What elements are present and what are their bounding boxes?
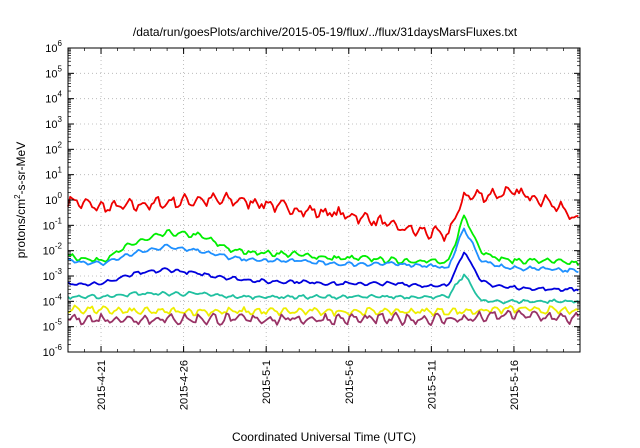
y-tick-label: 105 bbox=[45, 64, 62, 80]
series-line bbox=[67, 214, 580, 267]
x-tick-label: 2015-5-11 bbox=[426, 360, 438, 409]
y-axis-label-prefix: protons/cm bbox=[14, 199, 28, 258]
y-axis-label-suffix: -s-sr-MeV bbox=[14, 142, 28, 195]
x-tick-label: 2015-5-1 bbox=[261, 360, 273, 404]
y-axis-label: protons/cm2-s-sr-MeV bbox=[13, 142, 28, 258]
svg-text:protons/cm2-s-sr-MeV: protons/cm2-s-sr-MeV bbox=[13, 142, 28, 258]
series-line bbox=[67, 309, 580, 326]
y-tick-label: 10-5 bbox=[43, 318, 63, 334]
y-tick-label: 104 bbox=[45, 90, 62, 106]
series-line bbox=[67, 186, 579, 242]
ticks: 106 105 104 103 102 101 100 10-1 10-2 10-3 10-4 10-… bbox=[43, 39, 581, 410]
y-tick-label: 103 bbox=[45, 115, 62, 131]
y-tick-label: 106 bbox=[45, 39, 62, 55]
y-tick-label: 10-6 bbox=[43, 343, 63, 359]
y-tick-label: 100 bbox=[45, 191, 62, 207]
x-tick-label: 2015-4-26 bbox=[179, 360, 191, 410]
grid bbox=[68, 48, 580, 352]
chart-title: /data/run/goesPlots/archive/2015-05-19/f… bbox=[133, 25, 518, 39]
y-tick-label: 102 bbox=[45, 140, 62, 156]
x-tick-label: 2015-5-6 bbox=[344, 360, 356, 404]
y-tick-label: 10-3 bbox=[43, 267, 63, 283]
y-tick-label: 10-4 bbox=[43, 292, 63, 308]
x-tick-label: 2015-5-16 bbox=[509, 360, 521, 410]
y-tick-label: 101 bbox=[45, 166, 62, 182]
x-tick-label: 2015-4-21 bbox=[96, 360, 108, 410]
y-tick-label: 10-2 bbox=[43, 242, 63, 258]
y-tick-label: 10-1 bbox=[43, 216, 63, 232]
series-line bbox=[67, 304, 579, 317]
series-line bbox=[67, 251, 579, 292]
y-axis-label-sup: 2 bbox=[13, 194, 22, 199]
series-line bbox=[67, 273, 579, 305]
series-line bbox=[67, 227, 579, 274]
series-layer bbox=[67, 186, 580, 326]
x-axis-label: Coordinated Universal Time (UTC) bbox=[232, 430, 416, 444]
